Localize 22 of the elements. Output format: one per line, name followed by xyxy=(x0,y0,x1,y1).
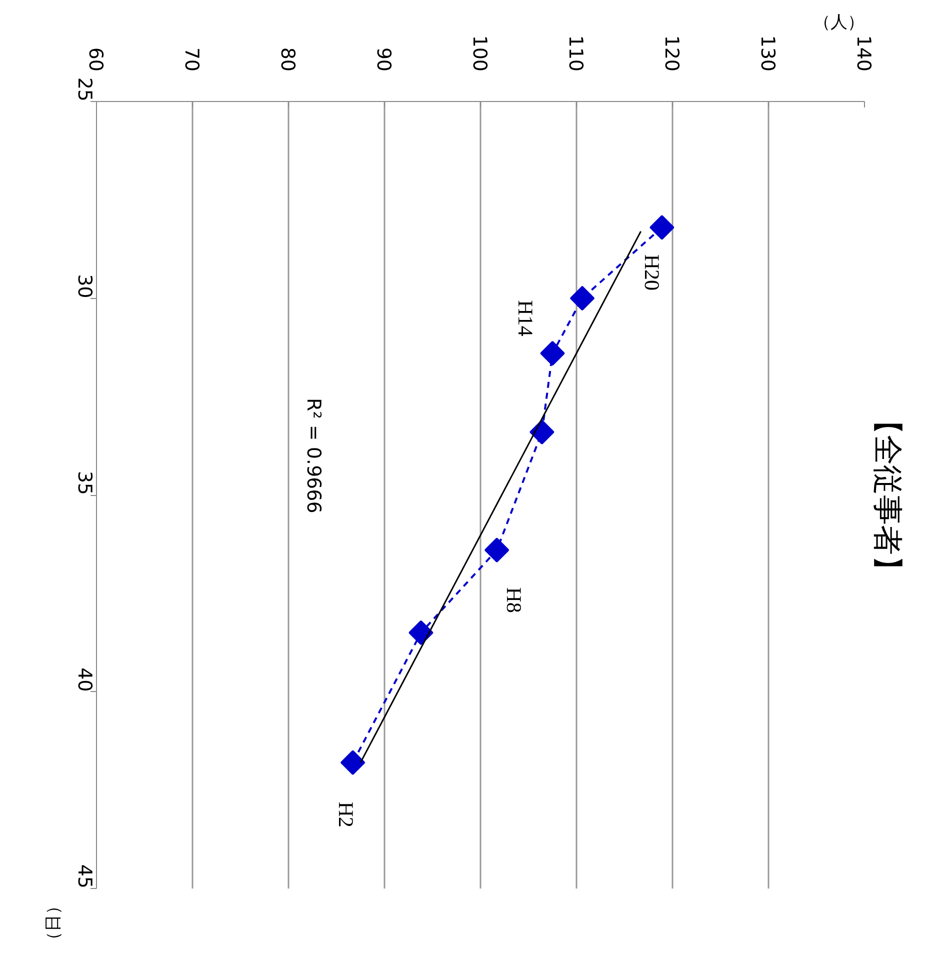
annotation: H2 xyxy=(334,802,358,828)
y-tick-label: 45 xyxy=(74,864,96,889)
x-tick-label: 120 xyxy=(660,35,682,72)
y-tick-label: 30 xyxy=(74,274,96,298)
x-tick-label: 100 xyxy=(468,35,490,72)
annotation: H20 xyxy=(640,254,664,291)
annotation: R² = 0.9666 xyxy=(302,398,324,514)
x-tick-label: 70 xyxy=(180,47,202,72)
y-tick-label: 35 xyxy=(74,470,96,496)
x-tick-label: 110 xyxy=(564,35,586,72)
y-tick-label: 40 xyxy=(74,668,96,692)
text: 【全従事者】 xyxy=(870,405,904,585)
x-tick-label: 90 xyxy=(372,47,394,72)
y-tick-label: 25 xyxy=(74,77,96,102)
y-axis-title: （日） xyxy=(44,898,64,948)
annotation: H8 xyxy=(502,587,526,613)
x-axis-title: （人） xyxy=(814,12,864,32)
x-tick-label: 140 xyxy=(852,35,874,72)
x-tick-label: 80 xyxy=(276,47,298,72)
x-tick-label: 130 xyxy=(756,35,778,72)
annotation: H14 xyxy=(513,300,538,337)
x-tick-label: 60 xyxy=(84,47,106,72)
